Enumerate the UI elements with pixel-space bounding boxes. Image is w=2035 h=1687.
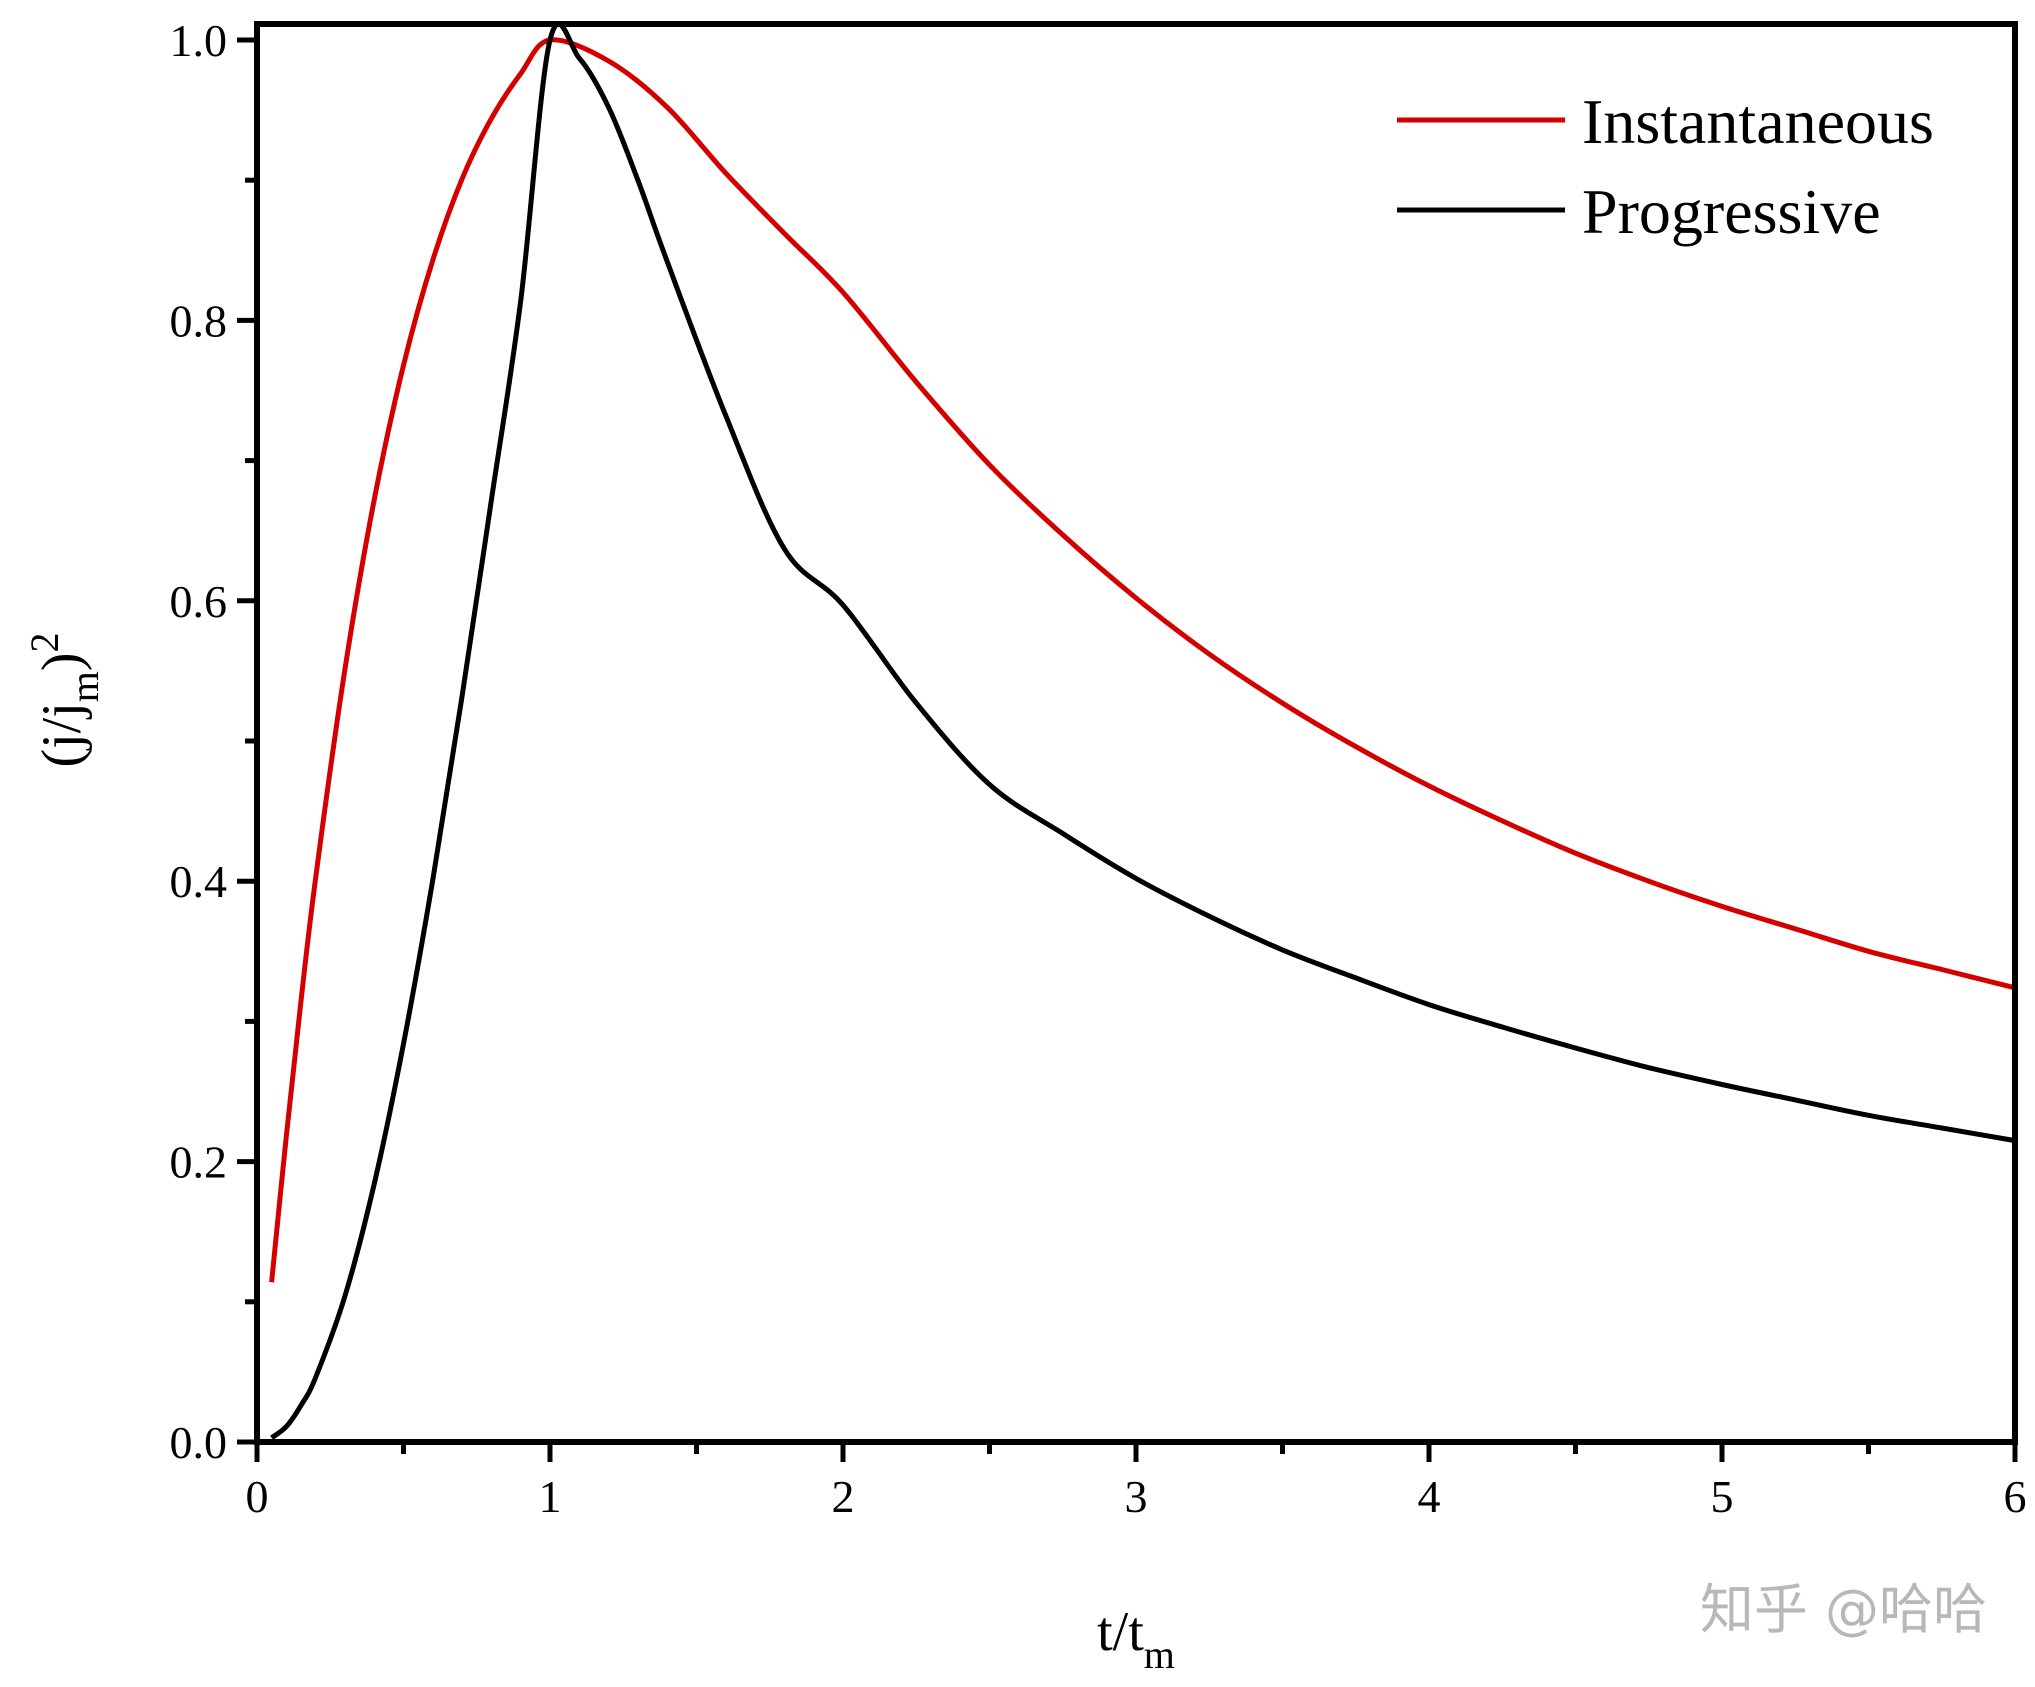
y-tick-label: 0.8 [170,295,228,346]
y-axis-title-main: (j/j [31,702,93,767]
y-axis-title-sup: 2 [22,632,67,652]
ticks-layer: 0 1 2 3 4 5 6 0.0 0.2 0.4 0.6 0.8 1.0 [170,15,2027,1522]
legend: Instantaneous Progressive [1397,86,1934,247]
x-tick-label: 1 [539,1471,562,1522]
y-tick-label: 0.0 [170,1417,228,1468]
y-tick-label: 0.4 [170,856,228,907]
legend-label-instantaneous: Instantaneous [1582,86,1934,157]
x-tick-label: 4 [1418,1471,1441,1522]
x-tick-label: 3 [1125,1471,1148,1522]
y-tick-label: 0.6 [170,576,228,627]
x-axis-title: t/tm [1097,1601,1175,1677]
x-axis-title-main: t/t [1097,1601,1144,1663]
x-tick-label: 2 [832,1471,855,1522]
x-tick-label: 5 [1711,1471,1734,1522]
y-tick-label: 1.0 [170,15,228,66]
series-layer [269,21,2016,1440]
series-line-instantaneous [269,37,2016,1283]
x-tick-label: 6 [2004,1471,2027,1522]
y-axis-title-close: ) [31,652,93,671]
x-axis-title-sub: m [1144,1632,1175,1677]
y-axis-title: (j/jm)2 [22,632,107,767]
x-tick-label: 0 [246,1471,269,1522]
watermark: 知乎 @哈哈 [1700,1578,1987,1641]
series-line-progressive [270,21,2016,1440]
y-axis-title-sub: m [62,671,107,702]
y-tick-label: 0.2 [170,1137,228,1188]
legend-label-progressive: Progressive [1582,176,1881,247]
